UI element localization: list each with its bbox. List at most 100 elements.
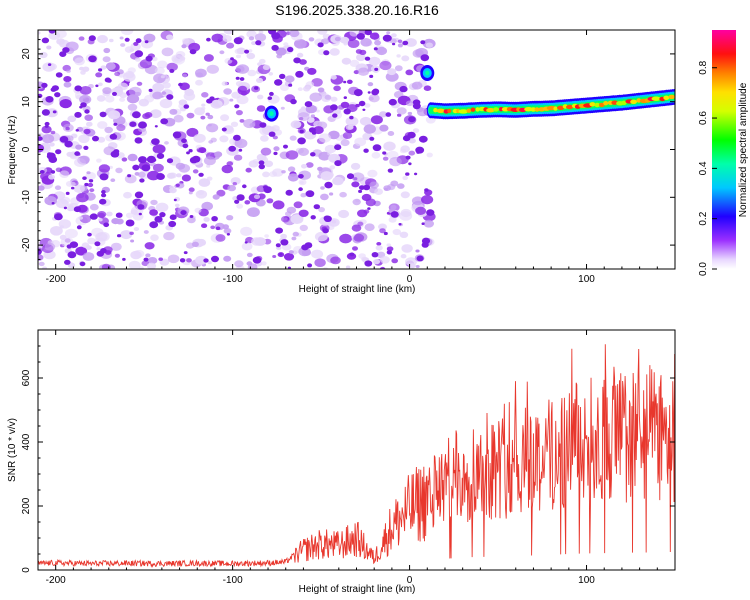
- noise-blob: [181, 138, 187, 143]
- noise-blob: [364, 260, 373, 267]
- noise-blob: [100, 248, 107, 254]
- noise-blob: [322, 228, 329, 234]
- noise-blob: [397, 39, 403, 44]
- signal-track: [426, 88, 675, 120]
- noise-blob: [298, 179, 307, 186]
- noise-blob: [315, 109, 320, 113]
- noise-blob: [262, 171, 270, 178]
- noise-blob: [66, 69, 71, 73]
- noise-blob: [234, 104, 240, 109]
- noise-blob: [345, 265, 351, 269]
- noise-blob: [206, 123, 219, 133]
- noise-blob: [310, 215, 316, 220]
- noise-blob: [352, 198, 361, 206]
- noise-blob: [137, 204, 145, 210]
- noise-blob: [334, 160, 342, 167]
- noise-blob: [298, 147, 309, 156]
- noise-blob: [134, 57, 141, 62]
- noise-blob: [382, 151, 387, 155]
- noise-blob: [288, 83, 293, 87]
- noise-blob: [88, 179, 94, 183]
- noise-blob: [347, 39, 360, 48]
- x-tick-label: -100: [223, 575, 243, 586]
- noise-blob: [246, 261, 253, 266]
- noise-blob: [145, 253, 151, 258]
- noise-blob: [166, 34, 174, 41]
- noise-blob: [369, 32, 380, 40]
- signal-track-peak: [594, 102, 601, 108]
- signal-track-peak: [668, 94, 675, 100]
- noise-blob: [189, 49, 197, 55]
- noise-blob: [201, 106, 206, 111]
- noise-blob: [87, 232, 92, 237]
- noise-blob: [343, 80, 347, 84]
- noise-blob: [127, 174, 132, 178]
- noise-blob: [246, 252, 253, 258]
- noise-blob: [349, 115, 354, 120]
- noise-blob: [65, 191, 70, 195]
- noise-blob: [311, 249, 324, 259]
- noise-blob: [349, 30, 359, 37]
- x-tick-label: 0: [407, 274, 413, 285]
- noise-blob: [293, 201, 303, 209]
- noise-blob: [51, 85, 60, 91]
- noise-blob: [192, 169, 199, 174]
- noise-blob: [290, 98, 297, 105]
- noise-blob: [332, 113, 338, 118]
- spectrogram-y-axis-label: Frequency (Hz): [7, 116, 18, 185]
- feature-spot: [425, 70, 430, 76]
- noise-blob: [400, 254, 407, 259]
- noise-blob: [338, 209, 350, 219]
- noise-blob: [329, 48, 340, 56]
- noise-blob: [233, 37, 243, 45]
- noise-blob: [407, 131, 416, 139]
- noise-blob: [313, 204, 320, 210]
- noise-blob: [280, 239, 289, 246]
- noise-blob: [130, 239, 135, 243]
- noise-blob: [84, 114, 93, 121]
- noise-blob: [120, 43, 126, 47]
- snr-panel: -200 -100 0 100 0 200 400 600 Height of straigh…: [7, 329, 676, 595]
- noise-blob: [368, 56, 381, 66]
- signal-track-peak: [621, 100, 627, 106]
- noise-blob: [166, 62, 178, 72]
- noise-blob: [305, 162, 314, 168]
- noise-blob: [379, 60, 392, 71]
- noise-blob: [211, 216, 218, 222]
- noise-blob: [102, 87, 112, 95]
- noise-blob: [354, 137, 367, 147]
- noise-blob: [371, 252, 379, 258]
- noise-blob: [64, 228, 78, 239]
- noise-blob: [390, 204, 397, 210]
- noise-blob: [339, 233, 352, 244]
- chart-title: S196.2025.338.20.16.R16: [275, 2, 439, 18]
- noise-blob: [283, 252, 295, 261]
- noise-blob: [99, 173, 109, 181]
- noise-blob: [351, 181, 360, 188]
- noise-blob: [125, 212, 134, 219]
- noise-blob: [78, 216, 83, 220]
- signal-track-peak: [458, 109, 469, 114]
- noise-blob: [143, 33, 156, 43]
- noise-blob: [343, 108, 351, 115]
- noise-blob: [206, 37, 211, 42]
- noise-blob: [144, 112, 153, 118]
- noise-blob: [161, 47, 174, 57]
- noise-blob: [221, 127, 227, 132]
- noise-blob: [104, 126, 113, 134]
- noise-blob: [113, 131, 126, 141]
- noise-blob: [154, 216, 163, 223]
- noise-blob: [38, 185, 45, 191]
- noise-blob: [88, 55, 97, 63]
- noise-blob: [88, 35, 96, 42]
- noise-blob: [236, 47, 246, 55]
- noise-blob: [182, 38, 190, 44]
- noise-blob: [42, 266, 48, 269]
- noise-blob: [258, 164, 265, 170]
- noise-blob: [284, 75, 295, 83]
- noise-blob: [97, 136, 106, 143]
- noise-blob: [50, 226, 63, 236]
- noise-blob: [92, 135, 99, 142]
- noise-blob: [229, 98, 234, 102]
